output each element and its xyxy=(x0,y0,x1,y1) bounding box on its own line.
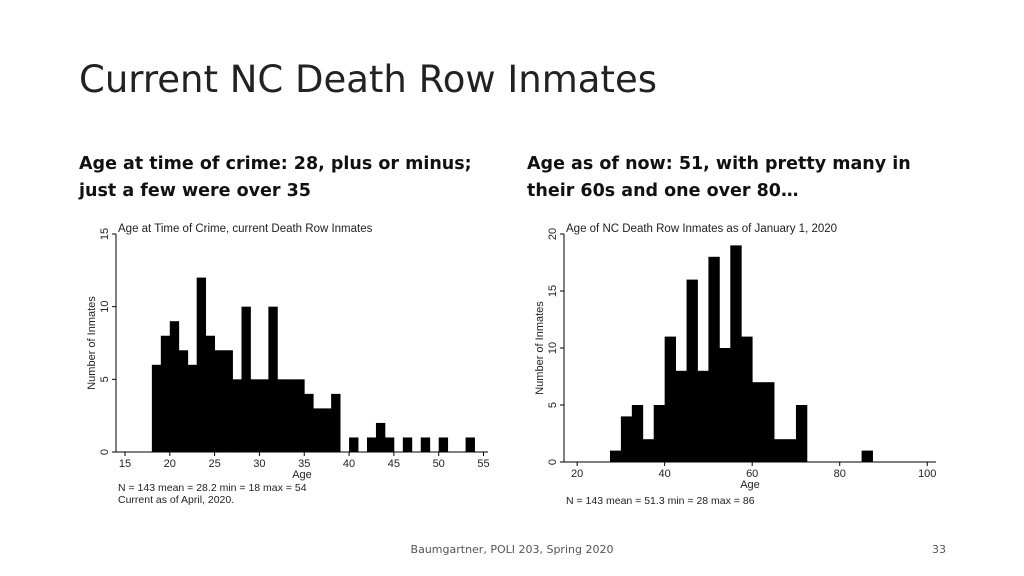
histogram-bar xyxy=(620,416,633,462)
x-tick-label: 15 xyxy=(119,458,131,470)
x-tick-label: 100 xyxy=(918,468,936,480)
chart-note: Current as of April, 2020. xyxy=(118,494,234,506)
x-tick-label: 60 xyxy=(746,468,758,480)
y-tick-label: 15 xyxy=(99,228,111,240)
histogram-bar xyxy=(774,439,786,462)
histogram-bar xyxy=(375,422,386,452)
histogram-bar xyxy=(241,306,251,452)
histogram-bar xyxy=(151,364,162,452)
x-tick-label: 40 xyxy=(659,468,671,480)
chart-title: Age of NC Death Row Inmates as of Januar… xyxy=(566,223,837,235)
slide-footer: Baumgartner, POLI 203, Spring 2020 xyxy=(410,543,614,556)
x-tick-label: 55 xyxy=(477,458,489,470)
histogram-bar xyxy=(169,321,180,452)
right-column-text: Age as of now: 51, with pretty many in t… xyxy=(527,154,911,201)
histogram-bar xyxy=(653,405,666,462)
histogram-bar xyxy=(187,364,198,452)
x-tick-label: 50 xyxy=(433,458,445,470)
histogram-bar xyxy=(232,379,242,452)
x-tick-label: 25 xyxy=(208,458,220,470)
histogram-bar xyxy=(631,405,644,462)
bars xyxy=(151,277,475,452)
y-tick-label: 5 xyxy=(547,402,559,408)
histogram-bar xyxy=(752,382,764,462)
histogram-bar xyxy=(402,437,413,452)
histogram-bar xyxy=(349,437,359,452)
histogram-bar xyxy=(196,277,207,452)
chart-note: N = 143 mean = 51.3 min = 28 max = 86 xyxy=(566,495,755,507)
x-tick-label: 45 xyxy=(388,458,400,470)
y-axis-label: Number of Inmates xyxy=(86,296,98,390)
histogram-bar xyxy=(730,245,742,462)
left-column-text: Age at time of crime: 28, plus or minus;… xyxy=(79,154,472,201)
histogram-bar xyxy=(719,348,731,462)
y-tick-label: 20 xyxy=(547,228,559,240)
x-axis-label: Age xyxy=(292,469,312,481)
histogram-bar xyxy=(664,336,676,462)
histogram-bar xyxy=(686,279,698,462)
histogram-bar xyxy=(795,405,808,462)
histogram-bar xyxy=(642,439,655,462)
histogram-bar xyxy=(861,450,873,462)
histogram-bar xyxy=(223,350,233,452)
bars xyxy=(609,245,873,462)
y-tick-label: 0 xyxy=(99,449,111,455)
chart-title: Age at Time of Crime, current Death Row … xyxy=(118,223,373,235)
y-axis-label: Number of Inmates xyxy=(534,301,546,395)
histogram-bar xyxy=(708,256,720,462)
histogram-bar xyxy=(675,370,687,462)
histogram-bar xyxy=(420,437,431,452)
y-tick-label: 5 xyxy=(99,376,111,382)
histogram-bar xyxy=(366,437,377,452)
histogram-bar xyxy=(313,408,323,452)
histogram-bar xyxy=(438,437,449,452)
y-tick-label: 10 xyxy=(99,301,111,313)
histogram-bar xyxy=(304,393,314,452)
y-tick-label: 10 xyxy=(547,342,559,354)
x-tick-label: 80 xyxy=(834,468,846,480)
histogram-bar xyxy=(178,350,189,452)
histogram-bar xyxy=(160,335,171,452)
x-axis-label: Age xyxy=(740,479,760,491)
y-tick-label: 0 xyxy=(547,459,559,465)
histogram-bar xyxy=(331,393,341,452)
page-number: 33 xyxy=(932,543,946,556)
histogram-bar xyxy=(205,335,216,452)
histogram-bar xyxy=(250,379,260,452)
histogram-bar xyxy=(295,379,305,452)
histogram-bar xyxy=(609,450,622,462)
y-tick-label: 15 xyxy=(547,285,559,297)
histogram-bar xyxy=(741,336,753,462)
current-age-histogram: Age of NC Death Row Inmates as of Januar… xyxy=(534,223,936,507)
histogram-bar xyxy=(268,306,278,452)
histogram-bar xyxy=(384,437,395,452)
histogram-bar xyxy=(763,382,775,462)
x-tick-label: 20 xyxy=(164,458,176,470)
histogram-bar xyxy=(286,379,296,452)
x-tick-label: 30 xyxy=(253,458,265,470)
histogram-bar xyxy=(697,370,709,462)
x-tick-label: 20 xyxy=(571,468,583,480)
histogram-bar xyxy=(465,437,475,452)
slide-title: Current NC Death Row Inmates xyxy=(79,58,657,101)
x-tick-label: 40 xyxy=(343,458,355,470)
chart-note: N = 143 mean = 28.2 min = 18 max = 54 xyxy=(118,482,307,494)
histogram-bar xyxy=(214,350,224,452)
histogram-bar xyxy=(785,439,797,462)
histogram-bar xyxy=(277,379,287,452)
age-at-crime-histogram: Age at Time of Crime, current Death Row … xyxy=(86,223,490,506)
x-tick-label: 35 xyxy=(298,458,310,470)
histogram-bar xyxy=(259,379,269,452)
histogram-bar xyxy=(322,408,332,452)
